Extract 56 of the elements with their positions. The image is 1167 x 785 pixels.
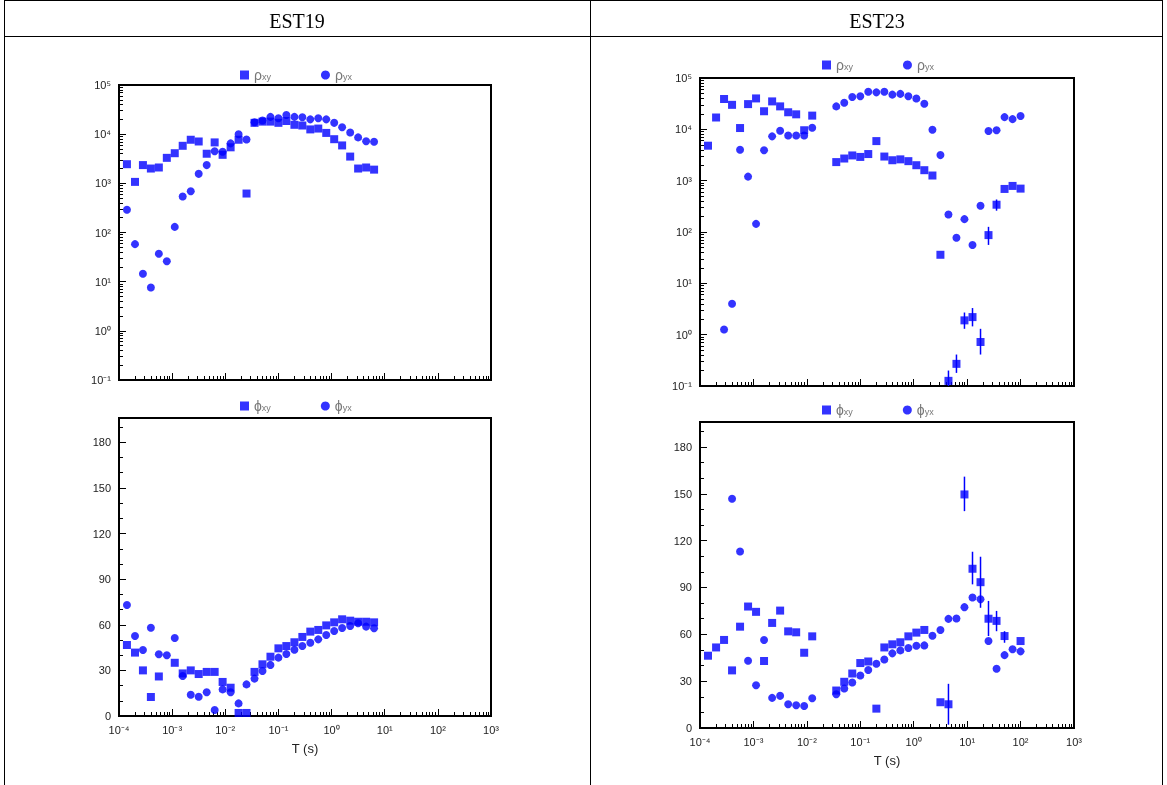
x-tick-label: 10³: [483, 723, 500, 736]
y-tick-label: 60: [679, 628, 692, 641]
x-tick-label: 10⁻³: [162, 723, 183, 736]
y-tick-label: 180: [673, 440, 692, 453]
y-tick-label: 10²: [676, 226, 693, 238]
x-tick-label: 10⁻³: [743, 735, 764, 748]
y-tick-label: 120: [92, 527, 111, 540]
y-tick-label: 10³: [95, 177, 112, 190]
y-tick-label: 10⁰: [94, 324, 111, 337]
y-tick-label: 30: [98, 664, 111, 677]
y-tick-label: 90: [679, 581, 692, 594]
legend-label: ρxy: [836, 57, 854, 73]
legend-label: ρxy: [254, 67, 272, 83]
y-tick-label: 10⁵: [675, 72, 692, 84]
y-tick-label: 10¹: [95, 275, 112, 288]
y-tick-label: 0: [685, 722, 692, 734]
legend-label: ρyx: [334, 67, 353, 83]
x-tick-label: 10⁻¹: [268, 723, 289, 736]
y-tick-label: 10⁻¹: [672, 380, 693, 392]
y-tick-label: 90: [98, 573, 111, 586]
x-axis-title: T (s): [291, 741, 319, 756]
y-tick-label: 10⁰: [675, 328, 692, 341]
x-axis-title: T (s): [873, 753, 901, 768]
y-tick-label: 150: [92, 481, 111, 494]
x-tick-label: 10²: [429, 723, 447, 736]
legend-label: ρyx: [916, 57, 935, 73]
x-tick-label: 10⁻¹: [850, 735, 871, 748]
x-tick-label: 10⁻²: [796, 735, 818, 748]
x-tick-label: 10⁰: [323, 723, 340, 736]
y-tick-label: 10³: [676, 174, 693, 187]
y-tick-label: 10⁵: [94, 79, 111, 91]
y-tick-label: 180: [92, 436, 111, 449]
y-tick-label: 10⁴: [675, 123, 693, 136]
chart-title: EST23: [849, 10, 905, 32]
x-tick-label: 10²: [1012, 735, 1029, 748]
y-tick-label: 0: [104, 710, 111, 722]
legend-label: ϕxy: [254, 398, 272, 414]
y-tick-label: 60: [98, 618, 111, 631]
y-tick-label: 10²: [95, 226, 112, 239]
legend-label: ϕxy: [836, 402, 854, 418]
x-tick-label: 10¹: [376, 723, 393, 736]
x-tick-label: 10¹: [959, 735, 976, 748]
x-tick-label: 10³: [1066, 735, 1083, 748]
y-tick-label: 30: [679, 675, 692, 688]
y-tick-label: 10⁴: [94, 128, 112, 141]
x-tick-label: 10⁻²: [215, 723, 236, 736]
x-tick-label: 10⁻⁴: [689, 735, 711, 748]
y-tick-label: 120: [673, 534, 692, 547]
chart-title: EST19: [269, 10, 325, 32]
y-tick-label: 150: [673, 487, 692, 500]
x-tick-label: 10⁻⁴: [108, 723, 130, 736]
x-tick-label: 10⁰: [905, 735, 922, 748]
legend-label: ϕyx: [916, 402, 935, 418]
y-tick-label: 10¹: [676, 277, 693, 290]
y-tick-label: 10⁻¹: [91, 374, 112, 386]
legend-label: ϕyx: [334, 398, 353, 414]
